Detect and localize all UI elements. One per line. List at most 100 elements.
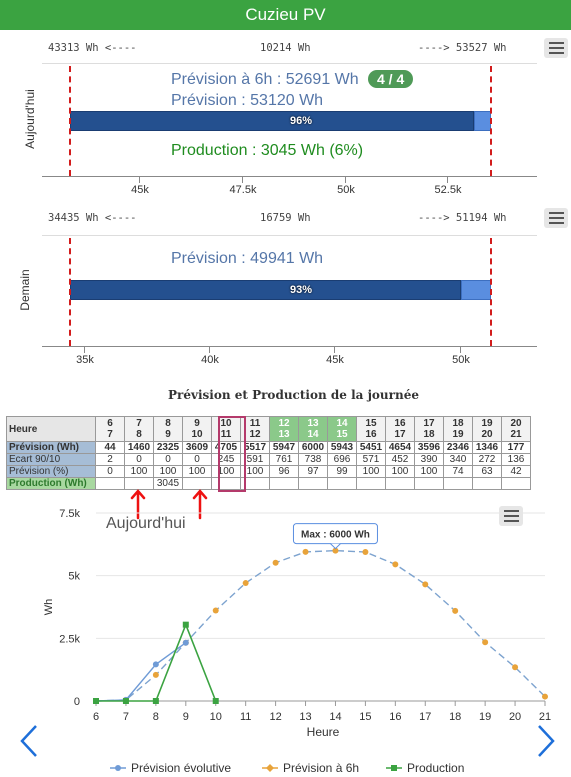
table-cell: 272 xyxy=(472,453,502,466)
tooltip-box xyxy=(292,523,378,545)
series-prevision-6h-line xyxy=(95,549,546,702)
table-row: Prévision (Wh) 44 1460 2325 3609 4705 5517 5947… xyxy=(6,441,531,454)
next-arrow-icon[interactable] xyxy=(535,724,557,758)
table-cell: 100 xyxy=(153,465,183,478)
table-header-label: Heure xyxy=(6,416,96,442)
hour-cell: 16 17 xyxy=(385,416,415,442)
today-forecast: Prévision : 53120 Wh xyxy=(171,92,324,109)
table-cell xyxy=(472,477,502,490)
table-cell: 4654 xyxy=(385,441,415,454)
y-axis-title: Wh xyxy=(43,599,55,616)
tick-mark xyxy=(84,347,85,353)
table-cell xyxy=(269,477,299,490)
y-tick-label: 0 xyxy=(74,696,80,708)
tomorrow-top-line xyxy=(42,235,537,236)
x-tick-label: 18 xyxy=(449,711,461,723)
table-cell: 340 xyxy=(443,453,473,466)
table-cell: 1460 xyxy=(124,441,154,454)
table-cell xyxy=(356,477,386,490)
y-tick-label: 5k xyxy=(68,571,80,583)
table-cell: 100 xyxy=(182,465,212,478)
table-cell: 100 xyxy=(124,465,154,478)
chart-title: Aujourd'hui xyxy=(106,515,186,532)
table-cell: 5943 xyxy=(327,441,357,454)
table-cell: 2325 xyxy=(153,441,183,454)
series-prevision-6h-point xyxy=(332,547,339,554)
table-cell: 0 xyxy=(124,453,154,466)
series-prevision-6h-point xyxy=(422,581,429,588)
today-production: Production : 3045 Wh (6%) xyxy=(171,142,364,159)
x-tick-label: 20 xyxy=(509,711,521,723)
x-tick-label: 21 xyxy=(539,711,551,723)
tomorrow-range-left: 34435 Wh <---- xyxy=(48,212,137,224)
tomorrow-max-line xyxy=(490,238,492,346)
today-axis xyxy=(42,176,537,177)
today-menu-button[interactable] xyxy=(544,38,568,58)
tick-mark xyxy=(345,177,346,183)
tomorrow-bar-remaining xyxy=(461,280,491,300)
table-cell: 738 xyxy=(298,453,328,466)
table-cell: 0 xyxy=(182,453,212,466)
series-prevision-6h-point xyxy=(242,580,249,587)
tick-mark xyxy=(209,347,210,353)
table-cell: 3609 xyxy=(182,441,212,454)
tomorrow-min-line xyxy=(69,238,71,346)
production-chart: 0 2.5k 5k 7.5k 6 7 8 9 10 11 12 13 14 15 16 17 18 19 20 21 W… xyxy=(43,508,551,775)
legend-label: Production xyxy=(407,761,464,775)
tick-mark xyxy=(139,177,140,183)
hour-cell: 9 10 xyxy=(182,416,212,442)
x-tick-label: 15 xyxy=(359,711,371,723)
today-tick-1: 47.5k xyxy=(229,184,257,196)
table-cell: 97 xyxy=(298,465,328,478)
table-cell: 3045 xyxy=(153,477,183,490)
x-tick-label: 13 xyxy=(299,711,311,723)
table-cell: 136 xyxy=(501,453,531,466)
tomorrow-forecast: Prévision : 49941 Wh xyxy=(171,250,324,267)
today-range-left: 43313 Wh <---- xyxy=(48,42,137,54)
hour-cell: 20 21 xyxy=(501,416,531,442)
today-min-line xyxy=(69,66,71,176)
table-cell: 571 xyxy=(356,453,386,466)
tomorrow-menu-button[interactable] xyxy=(544,208,568,228)
legend-marker xyxy=(266,764,274,772)
app-title: Cuzieu PV xyxy=(245,5,326,24)
today-max-line xyxy=(490,66,492,176)
tomorrow-tick-3: 50k xyxy=(452,354,470,366)
tick-mark xyxy=(447,177,448,183)
chart-menu-button[interactable] xyxy=(499,506,523,526)
table-cell xyxy=(327,477,357,490)
today-badge: 4 / 4 xyxy=(368,70,414,88)
today-top-line xyxy=(42,63,537,64)
table-cell: 74 xyxy=(443,465,473,478)
table-cell: 0 xyxy=(95,465,125,478)
tooltip-text: Max : 6000 Wh xyxy=(301,530,370,541)
today-forecast-6h: Prévision à 6h : 52691 Wh xyxy=(171,71,359,88)
table-cell: 63 xyxy=(472,465,502,478)
x-tick-label: 12 xyxy=(269,711,281,723)
table-row-label: Prévision (Wh) xyxy=(6,441,96,454)
table-cell xyxy=(414,477,444,490)
today-range-right: ----> 53527 Wh xyxy=(418,42,507,54)
x-tick-label: 16 xyxy=(389,711,401,723)
table-cell: 761 xyxy=(269,453,299,466)
series-prevision-evolutive-line xyxy=(95,642,187,702)
table-cell xyxy=(501,477,531,490)
legend-label: Prévision à 6h xyxy=(283,761,359,775)
today-side-label: Aujourd'hui xyxy=(23,89,37,149)
hour-cell: 13 14 xyxy=(298,416,328,442)
today-bar-remaining xyxy=(474,111,491,131)
red-arrow-icon xyxy=(192,489,208,520)
x-tick-label: 14 xyxy=(329,711,341,723)
x-tick-label: 8 xyxy=(153,711,159,723)
tick-mark xyxy=(460,347,461,353)
previous-arrow-icon[interactable] xyxy=(18,724,40,758)
series-prevision-6h-point xyxy=(302,548,309,555)
hour-cell: 14 15 xyxy=(327,416,357,442)
table-row: Ecart 90/10 2 0 0 0 245 591 761 738 696 571 452 390 3… xyxy=(6,453,531,466)
series-prevision-6h-point xyxy=(362,549,369,556)
table-row: Prévision (%) 0 100 100 100 100 100 96 97 99 100 10… xyxy=(6,465,531,478)
table-row-label: Ecart 90/10 xyxy=(6,453,96,466)
x-tick-label: 6 xyxy=(93,711,99,723)
hour-cell: 15 16 xyxy=(356,416,386,442)
